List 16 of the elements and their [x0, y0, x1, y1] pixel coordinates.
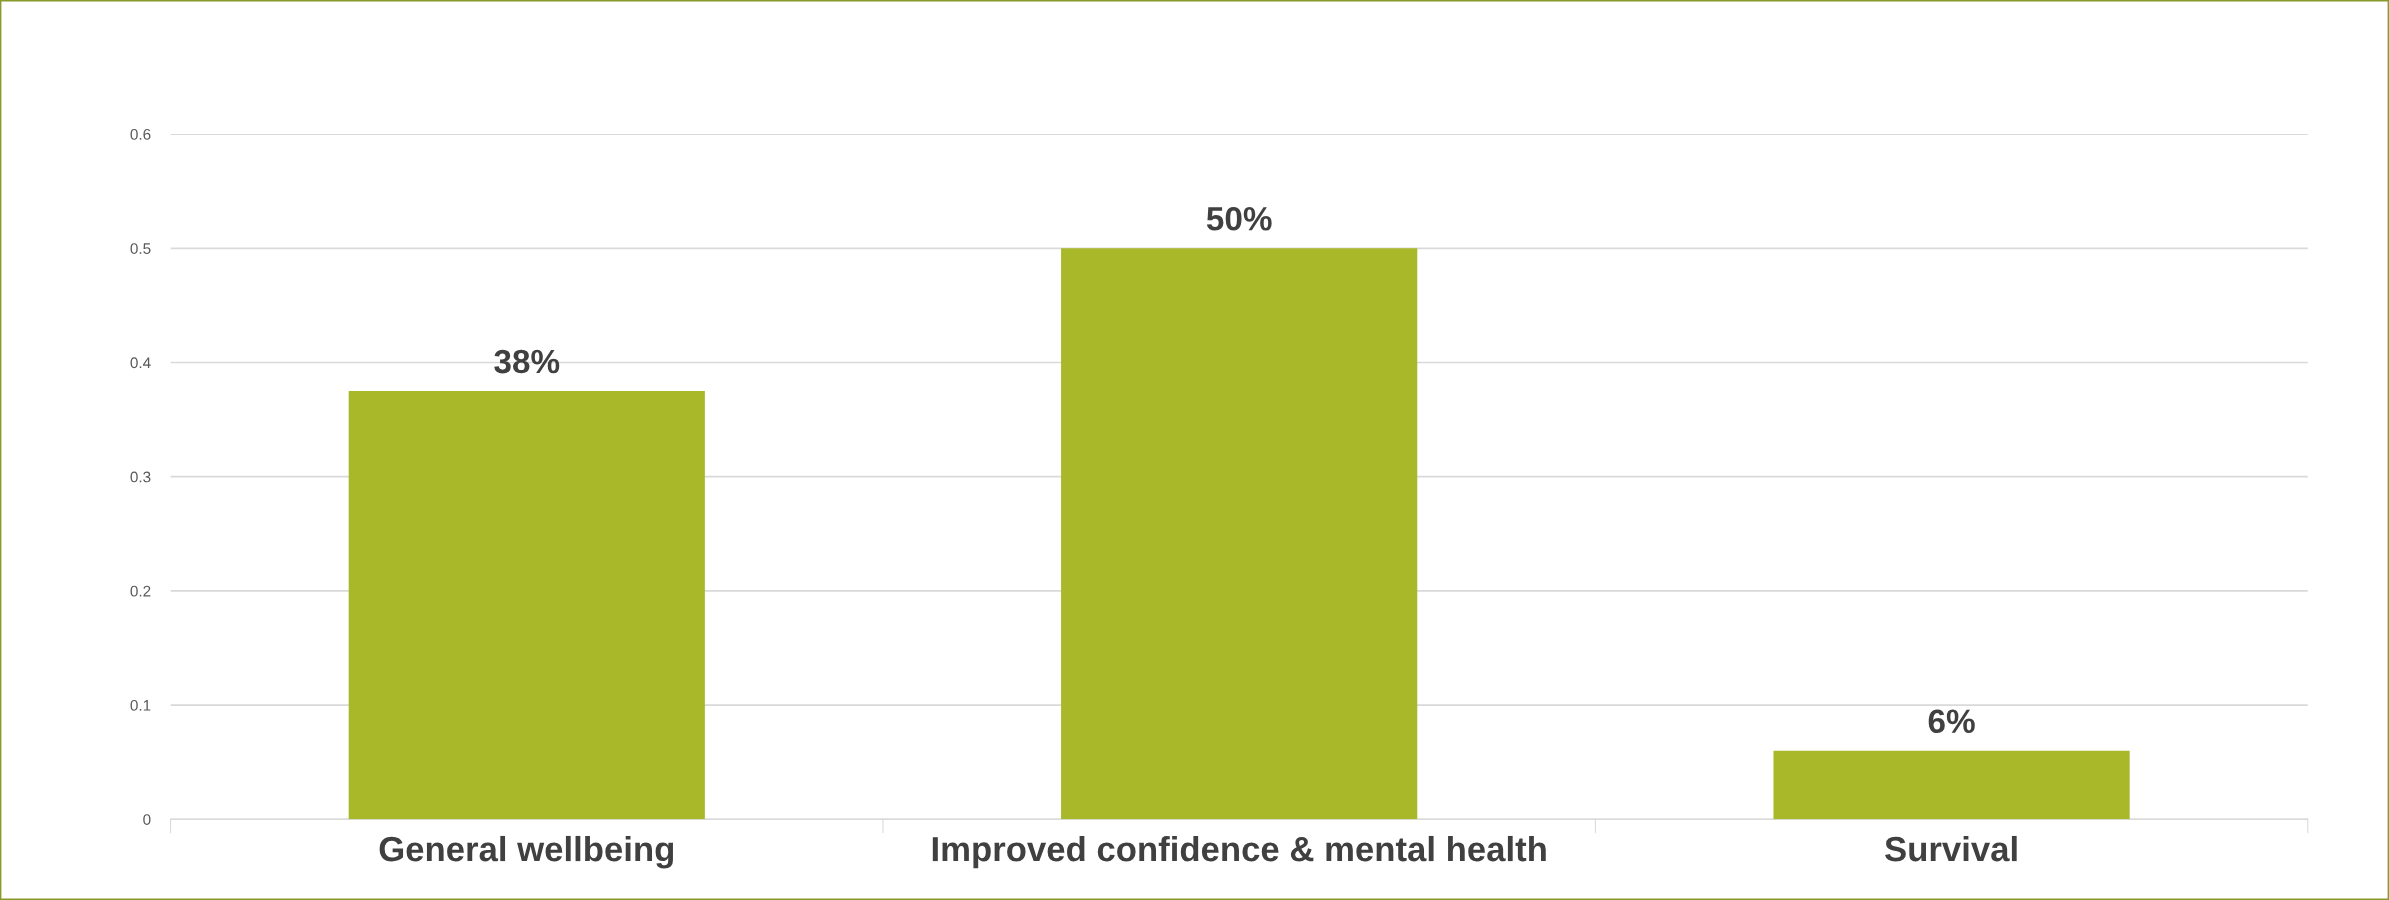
y-tick-label: 0	[143, 814, 151, 825]
data-label: 50%	[1206, 206, 1272, 231]
y-tick-label: 0.4	[130, 357, 151, 369]
x-tick-label: General wellbeing	[379, 835, 674, 869]
y-tick-label: 0.5	[130, 243, 151, 254]
data-label: 6%	[1928, 709, 1975, 734]
x-tick-label: Survival	[1885, 835, 2017, 862]
y-tick-label: 0.2	[130, 585, 151, 597]
bar	[1773, 750, 2130, 820]
y-tick-label: 0.6	[130, 128, 151, 140]
x-tick-label: Improved confidence & mental health	[932, 835, 1546, 869]
y-tick-label: 0.1	[130, 699, 151, 711]
y-tick-label: 0.3	[130, 471, 151, 483]
data-label: 38%	[494, 349, 560, 374]
bar	[348, 391, 705, 820]
bar	[1061, 248, 1418, 820]
